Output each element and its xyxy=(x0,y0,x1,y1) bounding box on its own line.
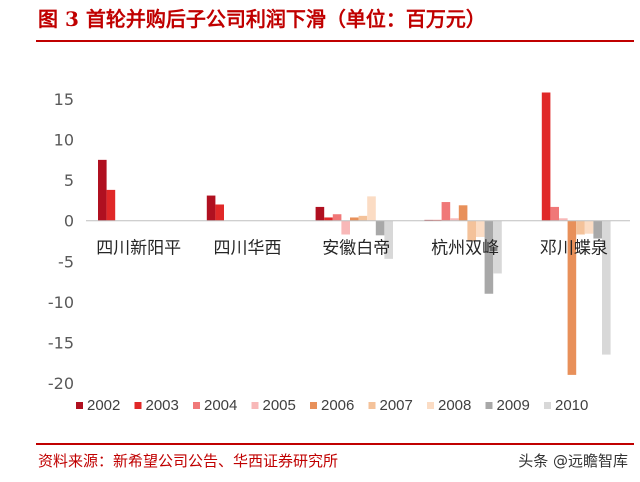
bar-2005-3 xyxy=(341,220,350,235)
bar-2008-4 xyxy=(476,220,485,237)
category-label: 杭州双峰 xyxy=(431,239,499,259)
watermark: 头条 @远瞻智库 xyxy=(518,452,628,470)
bar-2005-4 xyxy=(450,218,459,221)
bar-2009-3 xyxy=(375,220,385,236)
category-labels: 四川新阳平 四川华西 安徽白帝 杭州双峰 邓川蝶泉 xyxy=(96,239,608,259)
legend-swatch-2004 xyxy=(193,402,200,409)
bar-2003-5 xyxy=(541,92,551,221)
y-tick-label: 0 xyxy=(64,212,74,231)
bar-2003-3 xyxy=(324,217,333,221)
y-tick-label: 15 xyxy=(54,90,74,109)
legend-label: 2004 xyxy=(204,397,237,414)
y-tick-label: -15 xyxy=(48,333,74,352)
legend: 2002 2003 2004 2005 2006 2007 2008 2009 2010 xyxy=(76,397,588,414)
category-label: 邓川蝶泉 xyxy=(540,239,608,259)
bar-2002-3 xyxy=(315,206,325,221)
bar-2010-4 xyxy=(493,220,502,274)
chart-title: 图 3 首轮并购后子公司利润下滑（单位：百万元） xyxy=(38,7,486,31)
legend-label: 2003 xyxy=(146,397,179,414)
bar-2004-4 xyxy=(441,202,451,221)
bar-2003-1 xyxy=(106,189,116,221)
bar-2002-2 xyxy=(206,195,216,221)
legend-swatch-2005 xyxy=(251,402,259,409)
bar-2003-2 xyxy=(215,204,224,221)
bar-2006-3 xyxy=(350,217,359,221)
source-note: 资料来源：新希望公司公告、华西证券研究所 xyxy=(38,452,339,470)
bar-2004-3 xyxy=(332,214,342,221)
bar-2009-4 xyxy=(484,220,494,294)
legend-swatch-2009 xyxy=(485,402,493,409)
legend-swatch-2007 xyxy=(368,402,376,409)
legend-label: 2008 xyxy=(438,397,471,414)
bar-2009-5 xyxy=(593,220,602,239)
bar-2006-4 xyxy=(458,205,468,221)
legend-swatch-2003 xyxy=(134,402,142,409)
bar-2010-3 xyxy=(384,220,393,259)
source-divider xyxy=(36,443,634,445)
y-tick-label: -10 xyxy=(48,293,74,312)
legend-label: 2006 xyxy=(321,397,354,414)
y-tick-label: 10 xyxy=(54,131,74,150)
y-tick-label: 5 xyxy=(64,171,74,190)
legend-swatch-2008 xyxy=(427,402,434,409)
legend-label: 2010 xyxy=(555,397,588,414)
category-label: 四川新阳平 xyxy=(96,239,181,259)
bar-2005-5 xyxy=(559,218,568,221)
bar-2007-3 xyxy=(358,215,368,221)
legend-label: 2005 xyxy=(263,397,296,414)
bars xyxy=(98,92,611,375)
y-axis: 15 10 5 0 -5 -10 -15 -20 xyxy=(48,90,74,393)
title-divider xyxy=(36,40,634,42)
bar-2004-5 xyxy=(550,206,559,221)
legend-label: 2007 xyxy=(380,397,413,414)
legend-label: 2009 xyxy=(497,397,530,414)
legend-swatch-2006 xyxy=(310,402,317,409)
bar-2008-3 xyxy=(367,196,376,221)
bar-2007-5 xyxy=(576,220,585,235)
bar-2006-5 xyxy=(567,220,577,375)
y-tick-label: -20 xyxy=(48,374,74,393)
category-label: 安徽白帝 xyxy=(322,239,390,259)
category-label: 四川华西 xyxy=(214,239,282,259)
legend-swatch-2002 xyxy=(76,402,83,409)
bar-2007-4 xyxy=(467,220,476,241)
bar-2010-5 xyxy=(602,220,611,355)
y-tick-label: -5 xyxy=(58,252,74,271)
bar-2008-5 xyxy=(584,220,594,234)
legend-swatch-2010 xyxy=(544,402,551,409)
legend-label: 2002 xyxy=(87,397,120,414)
bar-2002-1 xyxy=(98,159,107,221)
